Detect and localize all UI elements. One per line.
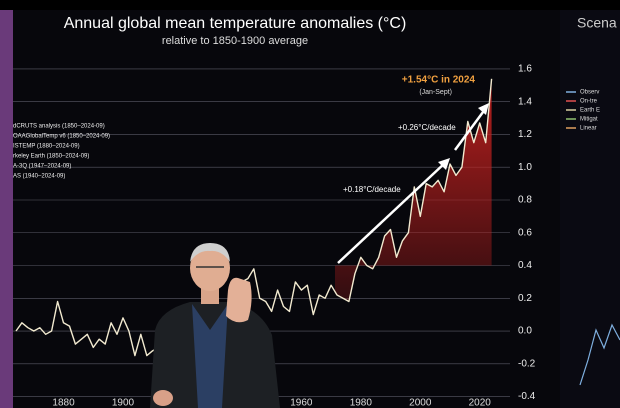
chart-subtitle: relative to 1850-1900 average — [162, 35, 308, 47]
hand — [226, 278, 252, 323]
y-tick-label: 1.2 — [518, 129, 532, 140]
annotation: (Jan-Sept) — [419, 89, 452, 96]
legend-entry: Mitigat — [580, 117, 598, 123]
legend-entry: Earth E — [580, 108, 600, 114]
hand — [153, 390, 173, 406]
y-tick-label: 0.2 — [518, 293, 532, 304]
top-bar — [0, 0, 620, 10]
legend-entry: A-3Q (1947–2024-09) — [13, 164, 71, 170]
x-tick-label: 1900 — [112, 398, 135, 408]
x-tick-label: 1980 — [350, 398, 373, 408]
legend-entry: AS (1940–2024-09) — [13, 174, 65, 180]
chart-title: Annual global mean temperature anomalies… — [64, 15, 407, 32]
y-tick-label: 1.6 — [518, 64, 532, 75]
panel-title: Scena — [577, 15, 617, 31]
annotation: +1.54°C in 2024 — [402, 75, 476, 86]
x-tick-label: 1960 — [290, 398, 313, 408]
y-tick-label: 1.4 — [518, 96, 532, 107]
x-tick-label: 2000 — [409, 398, 432, 408]
y-tick-label: 0.8 — [518, 195, 532, 206]
y-tick-label: 0.4 — [518, 260, 532, 271]
y-tick-label: 1.0 — [518, 162, 532, 173]
legend-entry: ISTEMP (1880–2024-09) — [13, 144, 80, 150]
legend-entry: dCRUTS analysis (1850–2024-09) — [13, 124, 105, 130]
page: {"chart_data":{"type":"line", "title":"A… — [0, 0, 620, 408]
x-tick-label: 2020 — [469, 398, 492, 408]
legend-entry: On-tre — [580, 99, 598, 105]
legend-entry: Linear — [580, 126, 597, 132]
left-edge — [0, 10, 13, 408]
annotation: +0.26°C/decade — [398, 123, 456, 132]
chart: Annual global mean temperature anomalies… — [0, 0, 620, 408]
y-tick-label: 0.0 — [518, 326, 532, 337]
y-tick-label: -0.2 — [518, 358, 536, 369]
annotation: +0.18°C/decade — [343, 185, 401, 194]
y-tick-label: -0.4 — [518, 391, 536, 402]
right-panel — [560, 10, 620, 408]
x-tick-label: 1880 — [52, 398, 75, 408]
legend-entry: Observ — [580, 90, 599, 96]
y-tick-label: 0.6 — [518, 227, 532, 238]
legend-entry: rkeley Earth (1850–2024-09) — [13, 154, 89, 160]
legend-entry: OAAGlobalTemp v6 (1850–2024-09) — [13, 134, 110, 140]
